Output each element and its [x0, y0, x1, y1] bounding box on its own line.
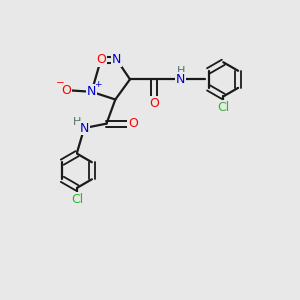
Text: O: O: [62, 84, 71, 97]
Text: Cl: Cl: [71, 193, 83, 206]
Text: O: O: [149, 97, 159, 110]
Text: Cl: Cl: [217, 101, 230, 114]
Text: N: N: [87, 85, 96, 98]
Text: H: H: [176, 66, 185, 76]
Text: O: O: [96, 53, 106, 66]
Text: −: −: [56, 78, 65, 88]
Text: +: +: [94, 80, 101, 88]
Text: N: N: [176, 73, 185, 86]
Text: O: O: [128, 117, 138, 130]
Text: H: H: [73, 117, 81, 127]
Text: N: N: [80, 122, 89, 135]
Text: N: N: [112, 53, 122, 66]
